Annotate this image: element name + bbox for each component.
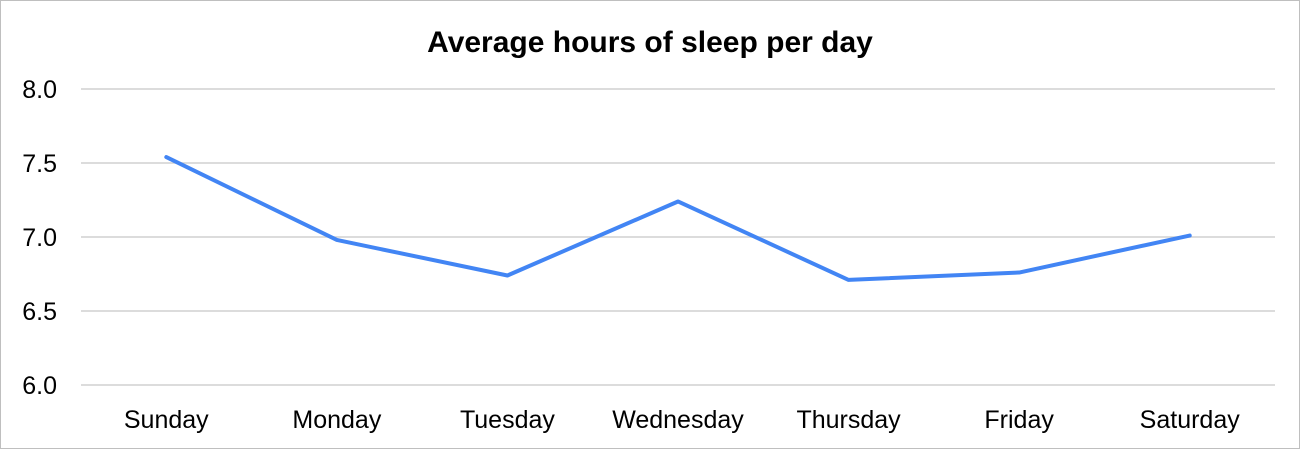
y-tick-label: 6.0: [22, 372, 57, 400]
x-tick-label: Tuesday: [460, 406, 555, 434]
y-tick-label: 7.5: [22, 150, 57, 178]
x-axis-tick-labels: Sunday Monday Tuesday Wednesday Thursday Frid…: [124, 406, 1240, 434]
y-tick-label: 8.0: [22, 76, 57, 104]
x-tick-label: Monday: [292, 406, 381, 434]
x-tick-label: Friday: [984, 406, 1054, 434]
y-tick-label: 7.0: [22, 224, 57, 252]
x-tick-label: Wednesday: [612, 406, 744, 434]
x-tick-label: Saturday: [1140, 406, 1241, 434]
series-layer: [164, 155, 1192, 282]
y-tick-label: 6.5: [22, 298, 57, 326]
x-tick-label: Thursday: [796, 406, 901, 434]
series-line: [164, 155, 1192, 282]
chart-title: Average hours of sleep per day: [427, 26, 873, 59]
gridlines: [81, 88, 1275, 386]
x-tick-label: Sunday: [124, 406, 209, 434]
y-axis-tick-labels: 6.0 6.5 7.0 7.5 8.0: [22, 76, 57, 400]
